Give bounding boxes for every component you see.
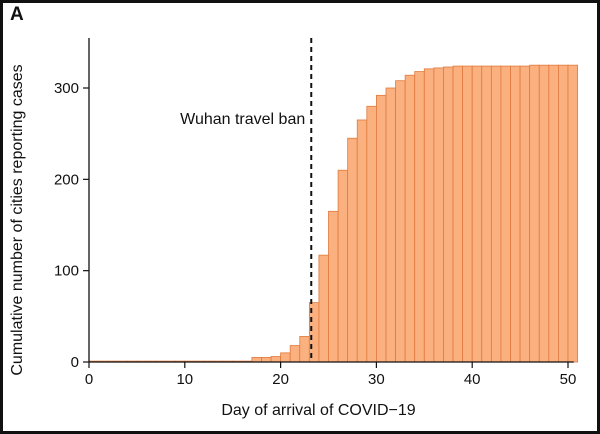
bar-day-32 [395,80,406,363]
bar-day-34 [414,71,425,363]
y-tick-label-300: 300 [54,80,79,97]
bar-day-35 [423,68,435,363]
bar-day-28 [356,119,368,363]
bar-day-25 [328,210,339,363]
bar-day-49 [558,64,569,363]
bar-day-30 [375,94,387,363]
bar-day-48 [548,64,559,363]
bar-day-42 [490,65,502,363]
bar-day-19 [270,356,281,363]
bar-day-50 [567,64,578,363]
x-tick-label-10: 10 [176,371,193,388]
x-tick-label-40: 40 [464,371,481,388]
bar-day-39 [462,65,473,363]
bar-day-45 [519,65,531,363]
bar-day-31 [385,87,396,363]
travel-ban-annotation: Wuhan travel ban [180,111,305,128]
bar-day-43 [500,65,511,363]
bar-day-17 [251,357,262,363]
x-tick-label-0: 0 [85,371,93,388]
bar-day-44 [510,65,521,363]
panel-label: A [10,4,24,25]
bar-day-27 [347,137,358,363]
x-tick-label-20: 20 [272,371,289,388]
bar-day-41 [481,65,492,363]
axes-group [88,38,574,363]
x-axis-title: Day of arrival of COVID−19 [221,402,415,419]
bar-day-29 [366,105,377,363]
bar-day-40 [471,65,483,363]
bar-day-47 [538,64,550,363]
bar-day-37 [443,66,454,363]
bar-day-18 [261,357,272,363]
bar-day-20 [280,352,291,363]
y-axis-title: Cumulative number of cities reporting ca… [9,64,26,375]
bar-day-26 [337,169,349,363]
x-tick-label-50: 50 [560,371,577,388]
bar-day-24 [318,254,329,363]
y-tick-label-100: 100 [54,263,79,280]
bar-day-33 [404,74,416,363]
y-tick-label-200: 200 [54,171,79,188]
y-tick-label-0: 0 [71,354,79,371]
bar-day-22 [299,336,310,363]
bar-day-21 [289,345,301,363]
bar-day-46 [529,64,540,363]
bar-day-38 [452,65,464,363]
ticks-group: 0 10 20 30 40 50 0 100 200 300 [54,80,576,388]
bar-day-36 [433,67,444,363]
x-tick-label-30: 30 [368,371,385,388]
bars-group [88,64,578,363]
